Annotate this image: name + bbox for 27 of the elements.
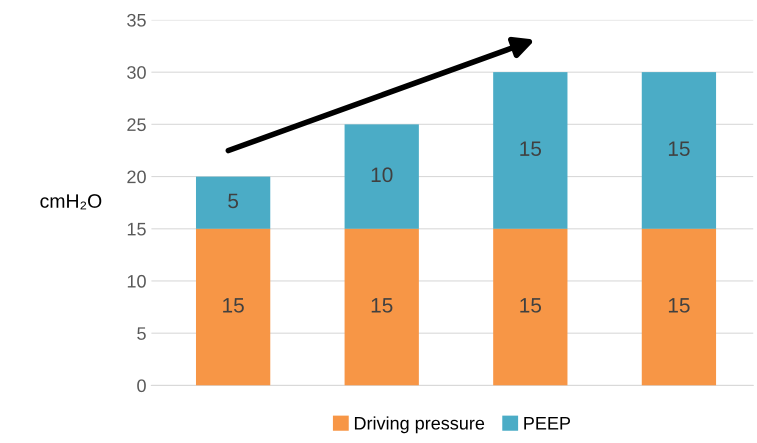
- data-label: 15: [223, 298, 244, 313]
- y-tick-label: 10: [128, 274, 146, 288]
- legend-label: Driving pressure: [354, 416, 484, 434]
- data-label: 15: [668, 298, 690, 313]
- bar: [344, 228, 419, 386]
- data-label: 15: [520, 142, 542, 156]
- y-tick-label: 15: [128, 222, 146, 236]
- y-tick-label: 30: [127, 66, 146, 79]
- data-label: 15: [668, 142, 690, 156]
- y-axis-title: cmH₂O: [40, 194, 102, 210]
- bar: [493, 228, 568, 386]
- y-tick-label: 5: [137, 327, 146, 340]
- y-tick-label: 25: [127, 118, 146, 132]
- y-tick-label: 0: [137, 379, 146, 392]
- bar: [642, 228, 716, 386]
- y-tick-label: 35: [127, 14, 146, 27]
- legend-label: PEEP: [524, 417, 570, 430]
- bar: [196, 228, 270, 386]
- bar: [196, 176, 270, 229]
- y-tick-label: 20: [127, 170, 146, 184]
- bar: [493, 72, 568, 229]
- bar: [344, 124, 419, 229]
- data-label: 15: [520, 298, 542, 313]
- data-label: 15: [372, 298, 392, 313]
- data-label: 5: [228, 194, 238, 208]
- bar: [642, 72, 716, 229]
- data-label: 10: [372, 167, 392, 182]
